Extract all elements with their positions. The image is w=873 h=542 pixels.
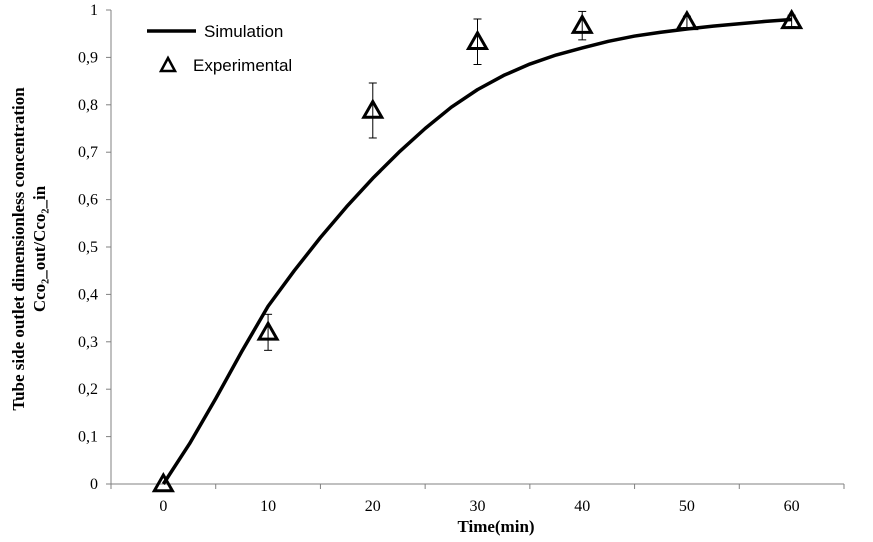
y-tick-label: 0,4 xyxy=(78,286,98,303)
y-tick-label: 0 xyxy=(90,476,98,493)
simulation-curve xyxy=(161,17,792,485)
experimental-point xyxy=(361,98,385,119)
x-tick-label: 50 xyxy=(679,498,695,515)
legend-experimental-label: Experimental xyxy=(193,56,292,75)
x-tick-label: 60 xyxy=(784,498,800,515)
experimental-point xyxy=(675,9,699,31)
legend-simulation-label: Simulation xyxy=(204,22,283,41)
y-tick-label: 0,3 xyxy=(78,334,98,351)
legend-experimental-marker xyxy=(158,55,178,73)
y-axis-title: Tube side outlet dimensionless concentra… xyxy=(9,87,49,411)
tick-labels: 00,10,20,30,40,50,60,70,80,910 10 20 30 40 50… xyxy=(78,2,800,515)
x-tick-label: 10 xyxy=(260,498,276,515)
y-tick-label: 0,8 xyxy=(78,97,98,114)
y-tick-label: 0,5 xyxy=(78,239,98,256)
y-tick-label: 0,9 xyxy=(78,49,98,66)
y-axis-title-line1: Tube side outlet dimensionless concentra… xyxy=(9,87,28,411)
axes xyxy=(110,10,844,485)
y-tick-label: 0,6 xyxy=(78,192,98,209)
tick-marks xyxy=(106,9,845,489)
y-tick-label: 0,1 xyxy=(78,429,98,446)
x-axis-title: Time(min) xyxy=(457,517,534,536)
experimental-point xyxy=(780,8,804,30)
experimental-point xyxy=(465,29,490,51)
experimental-point xyxy=(256,320,280,341)
x-tick-label: 40 xyxy=(574,498,590,515)
experimental-point xyxy=(151,471,175,493)
y-tick-label: 0,7 xyxy=(78,144,98,161)
experimental-point xyxy=(570,13,594,34)
plot-area xyxy=(151,8,804,493)
x-tick-label: 30 xyxy=(470,498,486,515)
x-tick-label: 0 xyxy=(159,498,167,515)
y-tick-label: 1 xyxy=(90,2,98,19)
y-axis-title-line2: Cco₂_out/Cco₂_in xyxy=(30,185,49,312)
y-tick-label: 0,2 xyxy=(78,381,98,398)
legend: Simulation Experimental xyxy=(147,22,292,75)
x-tick-label: 20 xyxy=(365,498,381,515)
